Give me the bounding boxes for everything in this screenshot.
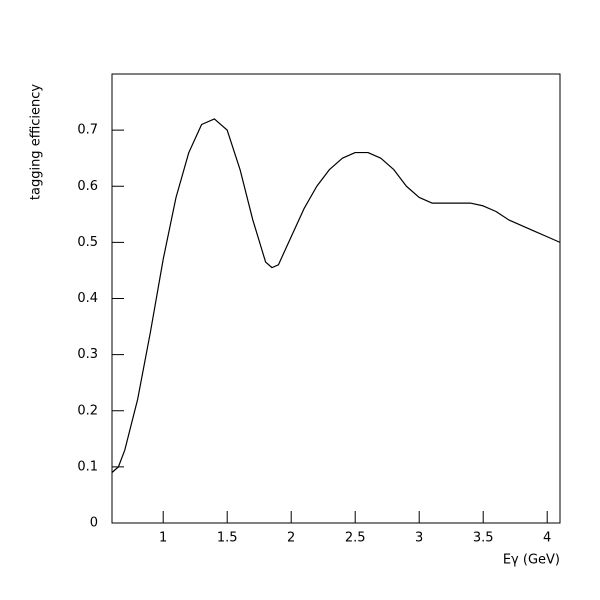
- y-tick-label: 0.3: [77, 347, 98, 362]
- x-tick-label: 3: [415, 531, 423, 546]
- y-tick-label: 0.5: [77, 235, 98, 250]
- x-tick-label: 1: [159, 531, 167, 546]
- y-tick-label: 0.2: [77, 403, 98, 418]
- y-tick-label: 0.4: [77, 291, 98, 306]
- plot-frame: [111, 73, 561, 524]
- y-tick-label: 0.6: [77, 179, 98, 194]
- x-tick-label: 4: [543, 531, 551, 546]
- x-tick-label: 1.5: [217, 531, 238, 546]
- x-tick-label: 2.5: [345, 531, 366, 546]
- y-tick-label: 0: [90, 516, 98, 531]
- y-tick-label: 0.7: [77, 123, 98, 138]
- x-tick-label: 3.5: [473, 531, 494, 546]
- x-tick-label: 2: [287, 531, 295, 546]
- y-tick-label: 0.1: [77, 459, 98, 474]
- data-line: [111, 118, 561, 473]
- x-axis-label: Eγ (GeV): [503, 553, 560, 568]
- y-axis-label: tagging efficiency: [29, 84, 44, 201]
